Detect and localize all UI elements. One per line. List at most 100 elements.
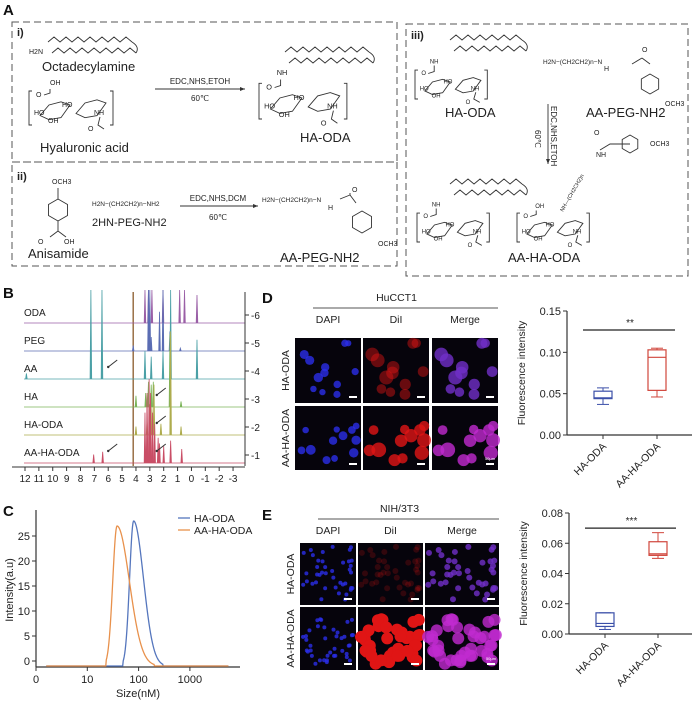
spectrum-peak [183, 289, 186, 324]
cell [449, 596, 456, 603]
cell [455, 366, 468, 380]
sugar-ring [269, 94, 303, 114]
sugar-ring [454, 77, 482, 94]
scale-bar [487, 663, 495, 665]
row-label: AA-HA-ODA [280, 409, 292, 467]
cell [468, 378, 480, 390]
octadecylamine-name: Octadecylamine [42, 59, 135, 74]
cell [349, 570, 354, 575]
dls-curve-AA-HA-ODA [46, 525, 229, 667]
cell [301, 582, 306, 587]
cell [412, 558, 419, 565]
cell [490, 586, 497, 593]
cell [407, 596, 414, 603]
reagents-iii: EDC,NHS,ETOH [549, 106, 558, 167]
y-tick-label: 0.04 [542, 569, 563, 581]
aa-peg-nh2-name: AA-PEG-NH2 [280, 250, 359, 265]
atom-oh: OH [50, 80, 61, 87]
cell [305, 649, 310, 654]
ha-oda-name: HA-ODA [300, 130, 351, 145]
atom-o: O [523, 214, 528, 220]
cell [317, 658, 322, 663]
cell [304, 579, 309, 584]
section-ii-label: ii) [17, 171, 27, 183]
cell [451, 621, 464, 634]
cell [386, 360, 400, 374]
spectrum-peak [144, 392, 147, 408]
cell [486, 433, 501, 448]
cell [480, 338, 490, 348]
cell [319, 388, 326, 396]
cell [469, 424, 479, 435]
cell [488, 613, 501, 626]
octadecyl-chain [51, 47, 137, 54]
y-tick-label: 5 [24, 631, 30, 643]
scale-bar [411, 663, 419, 665]
right-tick-label: -1 [251, 451, 260, 462]
atom-nh: NH [473, 230, 482, 236]
octadecyl-chain [47, 36, 133, 43]
cell [417, 433, 432, 448]
cell [488, 420, 499, 432]
atom-nh: NH [327, 102, 338, 111]
reaction-i: H2N Octadecylamine Hyaluronic acid EDC,N… [29, 49, 351, 155]
sugar-ring [75, 99, 107, 119]
cell [399, 388, 411, 400]
cell [328, 650, 333, 655]
hucct1-microscopy-grid: HuCCT1 DAPI DiI Merge HA-ODA AA-HA-ODA 50μm [280, 292, 501, 470]
cell [487, 558, 494, 565]
cell [486, 366, 498, 378]
cell [411, 338, 421, 348]
scale-bar-label: 50μm [485, 456, 496, 461]
cell [380, 569, 387, 576]
atom-ho: HO [420, 87, 429, 93]
anisamide-o: O [38, 239, 44, 246]
spectrum-peak [148, 289, 152, 352]
cell [374, 564, 381, 571]
atom-ho: HO [444, 80, 453, 86]
cell [315, 618, 320, 623]
y-tick-label: 0.05 [540, 389, 561, 401]
cell [297, 446, 306, 455]
atom-ho: HO [446, 223, 455, 229]
cell [351, 435, 361, 445]
cell [313, 372, 324, 383]
cell [343, 581, 348, 586]
cell [422, 630, 435, 643]
x-tick-label: 10 [47, 474, 59, 485]
aa-peg-o: O [352, 187, 358, 194]
iii-product-chain [453, 189, 527, 196]
spectrum-peak [89, 289, 93, 380]
cell [308, 547, 313, 552]
cell [373, 579, 380, 586]
cell [301, 550, 306, 555]
cell [438, 552, 445, 559]
cell [299, 349, 309, 359]
column-label-DAPI: DAPI [316, 314, 341, 326]
acetyl-bond [330, 110, 338, 124]
spectrum-peak [161, 350, 165, 380]
cell [370, 353, 385, 368]
bracket-left [416, 212, 420, 243]
cell [484, 639, 497, 652]
peg-formula: H2N−(CH2CH2)n−NH2 [92, 201, 160, 208]
cell [323, 636, 328, 641]
y-axis-label: Fluorescence intensity [516, 320, 528, 425]
scale-bar-label: 50μm [486, 656, 497, 661]
cell [323, 565, 328, 570]
cell [409, 591, 416, 598]
cell [347, 547, 352, 552]
cell [380, 621, 393, 634]
oda-chain [284, 46, 370, 53]
cell [330, 544, 335, 549]
y-tick-label: 25 [18, 531, 30, 543]
legend-label: HA-ODA [194, 513, 235, 525]
spectrum-label: PEG [24, 336, 45, 347]
cell [393, 543, 400, 550]
column-label-Merge: Merge [447, 525, 477, 537]
cell [355, 630, 368, 643]
spectrum-peak [143, 350, 147, 380]
amide-bond [274, 79, 282, 88]
cell [349, 448, 359, 458]
x-tick-label: 1000 [178, 674, 202, 686]
